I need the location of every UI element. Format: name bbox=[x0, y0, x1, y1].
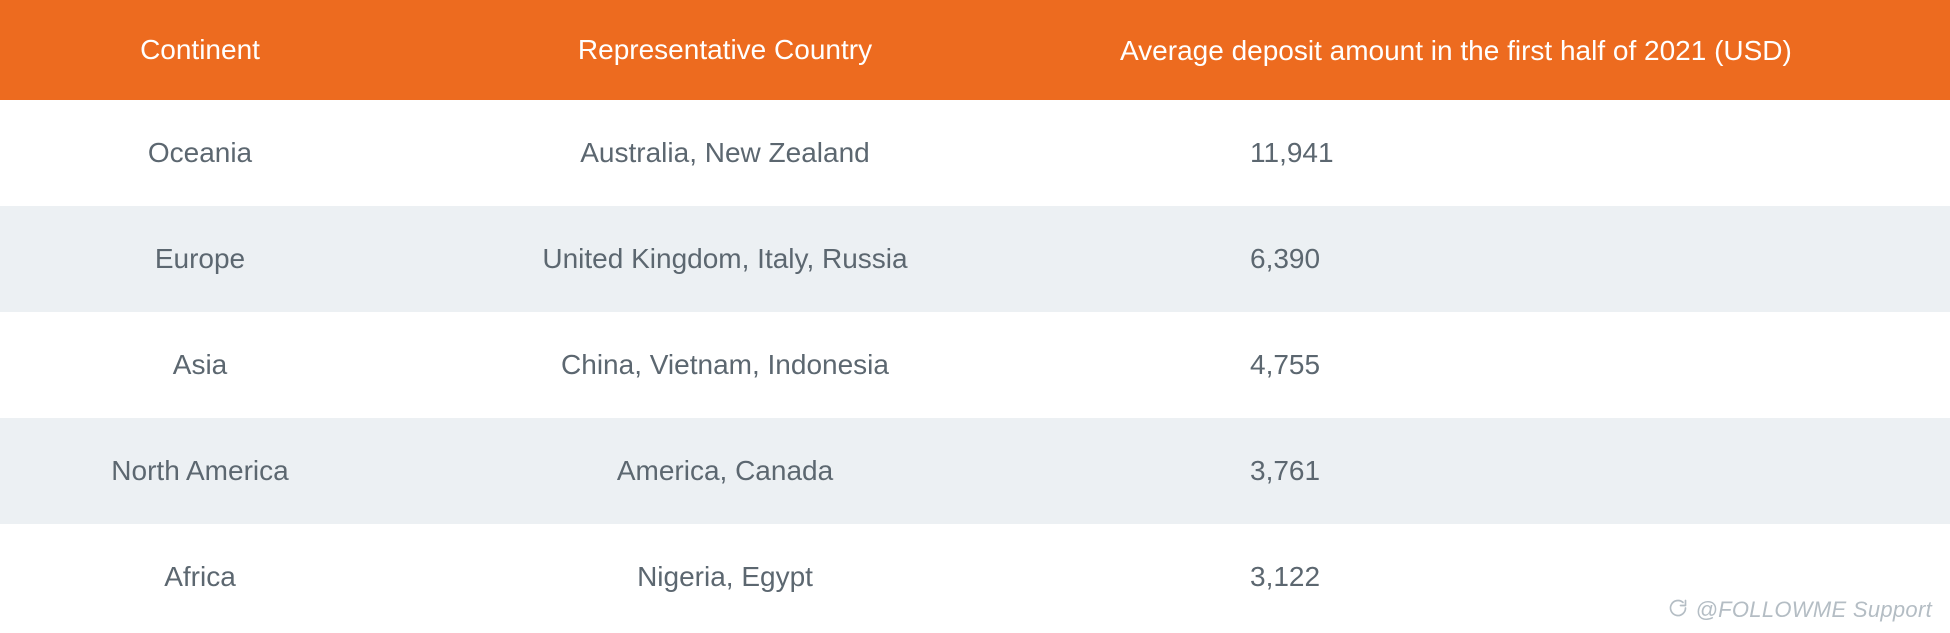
table-row: Asia China, Vietnam, Indonesia 4,755 bbox=[0, 312, 1950, 418]
cell-text: Australia, New Zealand bbox=[580, 137, 869, 169]
cell-amount: 3,122 bbox=[1050, 561, 1950, 593]
cell-continent: North America bbox=[0, 455, 400, 487]
table-row: North America America, Canada 3,761 bbox=[0, 418, 1950, 524]
table-row: Europe United Kingdom, Italy, Russia 6,3… bbox=[0, 206, 1950, 312]
cell-text: Oceania bbox=[148, 137, 252, 169]
cell-text: Asia bbox=[173, 349, 227, 381]
cell-text: North America bbox=[111, 455, 288, 487]
cell-countries: China, Vietnam, Indonesia bbox=[400, 349, 1050, 381]
cell-text: Africa bbox=[164, 561, 236, 593]
cell-text: Nigeria, Egypt bbox=[637, 561, 813, 593]
cell-text: 11,941 bbox=[1250, 137, 1334, 169]
cell-continent: Europe bbox=[0, 243, 400, 275]
cell-continent: Asia bbox=[0, 349, 400, 381]
cell-amount: 3,761 bbox=[1050, 455, 1950, 487]
cell-amount: 4,755 bbox=[1050, 349, 1950, 381]
header-label: Representative Country bbox=[578, 34, 872, 66]
cell-text: 3,122 bbox=[1250, 561, 1320, 593]
cell-continent: Oceania bbox=[0, 137, 400, 169]
cell-amount: 11,941 bbox=[1050, 137, 1950, 169]
table-row: Oceania Australia, New Zealand 11,941 bbox=[0, 100, 1950, 206]
header-continent: Continent bbox=[0, 34, 400, 66]
table-row: Africa Nigeria, Egypt 3,122 bbox=[0, 524, 1950, 630]
cell-text: America, Canada bbox=[617, 455, 833, 487]
cell-countries: Australia, New Zealand bbox=[400, 137, 1050, 169]
header-amount: Average deposit amount in the first half… bbox=[1050, 33, 1950, 68]
header-country: Representative Country bbox=[400, 34, 1050, 66]
cell-text: China, Vietnam, Indonesia bbox=[561, 349, 889, 381]
deposit-table: Continent Representative Country Average… bbox=[0, 0, 1950, 630]
cell-countries: America, Canada bbox=[400, 455, 1050, 487]
refresh-icon bbox=[1668, 598, 1688, 622]
cell-countries: United Kingdom, Italy, Russia bbox=[400, 243, 1050, 275]
cell-text: 3,761 bbox=[1250, 455, 1320, 487]
cell-amount: 6,390 bbox=[1050, 243, 1950, 275]
watermark: @FOLLOWME Support bbox=[1668, 597, 1933, 623]
watermark-text: @FOLLOWME Support bbox=[1696, 597, 1933, 623]
table-header-row: Continent Representative Country Average… bbox=[0, 0, 1950, 100]
cell-countries: Nigeria, Egypt bbox=[400, 561, 1050, 593]
header-label: Average deposit amount in the first half… bbox=[1120, 33, 1792, 68]
cell-text: 4,755 bbox=[1250, 349, 1320, 381]
cell-text: 6,390 bbox=[1250, 243, 1320, 275]
header-label: Continent bbox=[140, 34, 260, 66]
cell-continent: Africa bbox=[0, 561, 400, 593]
cell-text: United Kingdom, Italy, Russia bbox=[542, 243, 907, 275]
cell-text: Europe bbox=[155, 243, 245, 275]
